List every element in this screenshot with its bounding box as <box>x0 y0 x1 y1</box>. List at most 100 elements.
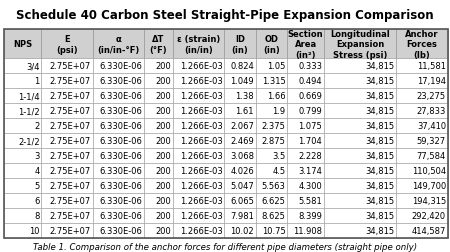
Text: 1.266E-03: 1.266E-03 <box>180 62 223 71</box>
Bar <box>93 30 144 59</box>
Bar <box>4 89 41 104</box>
Bar <box>4 208 41 223</box>
Text: 2.469: 2.469 <box>230 137 254 146</box>
Bar <box>396 149 448 164</box>
Text: 2.75E+07: 2.75E+07 <box>50 196 91 205</box>
Bar <box>4 134 41 149</box>
Bar <box>324 119 396 134</box>
Text: 2.75E+07: 2.75E+07 <box>50 181 91 191</box>
Bar <box>287 119 324 134</box>
Text: 1.049: 1.049 <box>230 77 254 86</box>
Text: 34,815: 34,815 <box>365 211 395 220</box>
Text: 2.75E+07: 2.75E+07 <box>50 122 91 131</box>
Text: Schedule 40 Carbon Steel Straight-Pipe Expansion Comparison: Schedule 40 Carbon Steel Straight-Pipe E… <box>16 9 434 22</box>
Bar <box>173 194 225 208</box>
Bar <box>41 149 93 164</box>
Text: Longitudinal
Expansion
Stress (psi): Longitudinal Expansion Stress (psi) <box>330 30 390 59</box>
Bar <box>93 208 144 223</box>
Text: 34,815: 34,815 <box>365 62 395 71</box>
Text: Anchor
Forces
(lb): Anchor Forces (lb) <box>405 30 439 59</box>
Text: 0.669: 0.669 <box>298 92 322 101</box>
Bar <box>144 119 173 134</box>
Text: 200: 200 <box>155 152 171 161</box>
Bar <box>173 30 225 59</box>
Text: 2.375: 2.375 <box>261 122 285 131</box>
Bar <box>396 104 448 119</box>
Bar <box>144 89 173 104</box>
Text: NPS: NPS <box>13 40 32 49</box>
Text: 2-1/2: 2-1/2 <box>18 137 40 146</box>
Text: 37,410: 37,410 <box>417 122 446 131</box>
Bar <box>93 104 144 119</box>
Bar <box>396 208 448 223</box>
Text: 34,815: 34,815 <box>365 196 395 205</box>
Text: 59,327: 59,327 <box>417 137 446 146</box>
Bar <box>144 223 173 238</box>
Text: 77,584: 77,584 <box>417 152 446 161</box>
Bar <box>287 134 324 149</box>
Bar <box>144 104 173 119</box>
Bar <box>144 59 173 74</box>
Bar <box>173 149 225 164</box>
Text: 1.315: 1.315 <box>262 77 285 86</box>
Text: 2.75E+07: 2.75E+07 <box>50 77 91 86</box>
Text: 34,815: 34,815 <box>365 226 395 235</box>
Text: 34,815: 34,815 <box>365 77 395 86</box>
Bar <box>4 149 41 164</box>
Bar <box>256 119 287 134</box>
Bar <box>324 149 396 164</box>
Text: 2.75E+07: 2.75E+07 <box>50 211 91 220</box>
Text: 3.068: 3.068 <box>230 152 254 161</box>
Text: 6.330E-06: 6.330E-06 <box>99 137 142 146</box>
Text: 6.625: 6.625 <box>261 196 285 205</box>
Bar <box>144 178 173 194</box>
Text: 1.266E-03: 1.266E-03 <box>180 137 223 146</box>
Text: 34,815: 34,815 <box>365 167 395 176</box>
Text: 200: 200 <box>155 77 171 86</box>
Bar <box>93 89 144 104</box>
Text: 6.330E-06: 6.330E-06 <box>99 167 142 176</box>
Text: 1.266E-03: 1.266E-03 <box>180 211 223 220</box>
Bar <box>173 223 225 238</box>
Bar <box>287 74 324 89</box>
Text: 200: 200 <box>155 181 171 191</box>
Bar <box>256 164 287 178</box>
Bar <box>41 104 93 119</box>
Text: 6.330E-06: 6.330E-06 <box>99 181 142 191</box>
Bar <box>41 119 93 134</box>
Bar <box>41 30 93 59</box>
Text: 2.75E+07: 2.75E+07 <box>50 152 91 161</box>
Text: α
(in/in-°F): α (in/in-°F) <box>97 35 140 54</box>
Bar <box>256 223 287 238</box>
Bar <box>41 164 93 178</box>
Bar <box>225 30 256 59</box>
Text: 0.824: 0.824 <box>230 62 254 71</box>
Bar <box>93 119 144 134</box>
Text: 6.330E-06: 6.330E-06 <box>99 226 142 235</box>
Bar <box>173 59 225 74</box>
Text: 8.399: 8.399 <box>298 211 322 220</box>
Bar <box>225 134 256 149</box>
Bar <box>324 104 396 119</box>
Bar <box>287 149 324 164</box>
Bar <box>4 30 41 59</box>
Bar <box>93 74 144 89</box>
Text: Section
Area
(in²): Section Area (in²) <box>288 30 324 59</box>
Text: 0.333: 0.333 <box>298 62 322 71</box>
Text: 0.799: 0.799 <box>298 107 322 116</box>
Bar <box>324 74 396 89</box>
Text: 110,504: 110,504 <box>412 167 446 176</box>
Bar <box>324 178 396 194</box>
Text: 34,815: 34,815 <box>365 152 395 161</box>
Text: 4.300: 4.300 <box>298 181 322 191</box>
Bar <box>396 30 448 59</box>
Bar <box>256 149 287 164</box>
Text: 200: 200 <box>155 92 171 101</box>
Text: 6.330E-06: 6.330E-06 <box>99 211 142 220</box>
Text: 7.981: 7.981 <box>230 211 254 220</box>
Bar <box>4 194 41 208</box>
Bar <box>225 59 256 74</box>
Text: 6.330E-06: 6.330E-06 <box>99 62 142 71</box>
Text: 1.05: 1.05 <box>267 62 285 71</box>
Bar <box>41 74 93 89</box>
